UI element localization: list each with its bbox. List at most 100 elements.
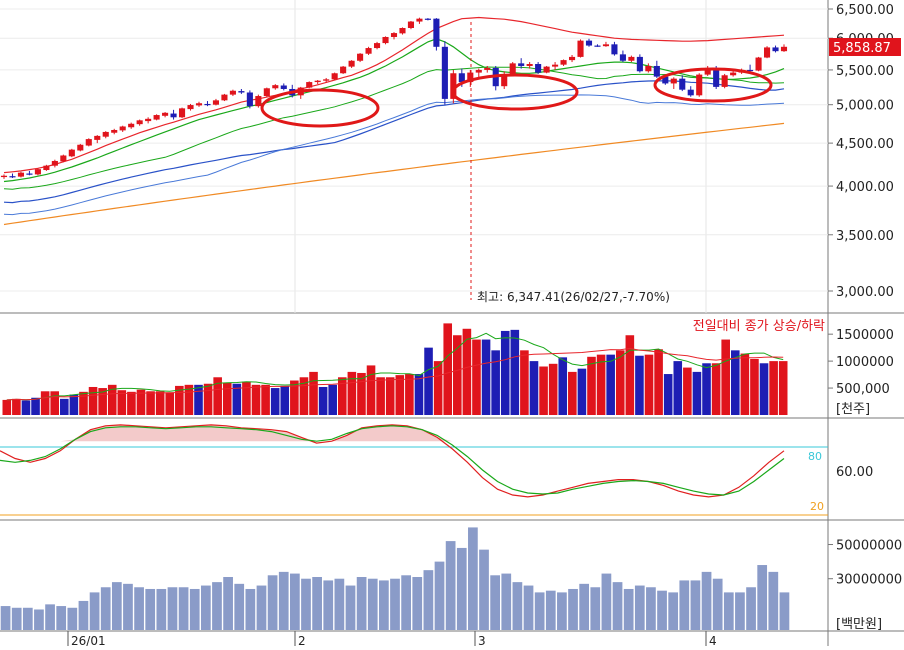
volume-bar: [31, 397, 40, 415]
amount-bar: [412, 577, 423, 630]
volume-bar: [644, 354, 654, 415]
amount-bar: [34, 609, 44, 630]
candle-body: [568, 56, 576, 61]
candle: [357, 53, 364, 63]
candle-body: [628, 56, 635, 61]
candle-body: [17, 172, 25, 177]
amount-bar: [712, 578, 723, 630]
amount-bar: [612, 582, 623, 630]
amount-bar: [367, 578, 378, 630]
volume-bar: [548, 363, 558, 415]
volume-bar: [222, 382, 232, 415]
candle-body: [119, 126, 126, 131]
amount-axis-tick: 30000000: [836, 573, 902, 588]
candle: [331, 72, 338, 81]
candle-body: [68, 149, 75, 157]
volume-bar: [146, 391, 155, 415]
candle-body: [331, 73, 338, 80]
volume-bar: [117, 390, 127, 415]
candle-body: [26, 173, 33, 175]
candle: [187, 103, 194, 111]
amount-bar: [557, 592, 567, 630]
candle: [68, 148, 75, 158]
volume-bar: [405, 374, 414, 415]
candle: [611, 41, 618, 56]
candle-body: [560, 60, 567, 65]
ma-line-lower-band: [3, 94, 785, 216]
candle-body: [772, 47, 779, 52]
volume-bar: [433, 361, 443, 415]
candle: [136, 119, 143, 126]
date-axis: 26/01 2 3 4: [67, 631, 717, 648]
candle: [619, 50, 626, 63]
candle-body: [535, 64, 542, 73]
date-tick-label: 26/01: [71, 634, 106, 646]
amount-bar: [89, 592, 100, 630]
volume-bar: [529, 361, 539, 415]
amount-bar: [590, 587, 601, 630]
price-axis-tick: 5,500.00: [836, 64, 894, 79]
candle-body: [170, 113, 177, 118]
volume-ma-long: [6, 347, 784, 401]
candle: [170, 109, 177, 120]
amount-bar: [289, 573, 300, 630]
volume-bar: [40, 391, 50, 415]
volume-bar: [606, 354, 615, 415]
candle: [9, 173, 16, 178]
amount-bar: [278, 571, 289, 630]
candle: [102, 131, 109, 139]
amount-bar: [100, 587, 111, 630]
candle-body: [670, 78, 677, 84]
volume-bar: [481, 339, 491, 415]
candle: [399, 27, 406, 35]
candle: [696, 73, 703, 97]
candle: [416, 17, 423, 24]
volume-bar: [60, 398, 69, 415]
candle: [653, 60, 660, 78]
candle: [518, 58, 525, 69]
highlight-ellipses: [260, 67, 773, 128]
volume-bar: [290, 380, 299, 415]
candle: [246, 90, 253, 109]
volume-bar: [587, 356, 596, 415]
amount-bar: [178, 587, 189, 630]
volume-bar: [558, 357, 568, 415]
amount-bar: [468, 527, 478, 630]
candle-body: [162, 112, 169, 116]
candle-body: [704, 67, 711, 75]
candle-body: [730, 72, 737, 76]
stochastic-lower-level: 20: [810, 500, 824, 513]
candle-body: [357, 53, 364, 61]
volume-bar: [337, 377, 347, 415]
volume-bar: [472, 339, 481, 415]
volume-bar: [79, 391, 88, 415]
volume-bar: [366, 365, 376, 415]
amount-bar: [679, 580, 690, 630]
candle: [382, 36, 389, 45]
volume-bar: [539, 366, 548, 415]
amount-bar: [256, 585, 267, 630]
candle: [221, 93, 228, 102]
amount-unit: [백만원]: [836, 617, 882, 632]
volume-bar: [2, 399, 12, 415]
candle-body: [153, 115, 160, 120]
volume-bar: [261, 384, 270, 415]
candle: [526, 62, 533, 69]
amount-bar: [746, 587, 756, 630]
candle-body: [102, 131, 109, 137]
amount-bar: [534, 592, 545, 630]
candle: [407, 20, 415, 30]
candle: [43, 164, 50, 171]
volume-bar: [213, 377, 222, 415]
volume-bar: [232, 383, 242, 415]
amount-bar: [601, 573, 612, 630]
amount-bar: [111, 582, 122, 630]
volume-bars: [2, 323, 788, 415]
candle-body: [382, 36, 389, 44]
candle: [585, 38, 593, 47]
candle-body: [424, 18, 431, 20]
candle-body: [136, 120, 143, 125]
price-axis-tick: 3,500.00: [836, 229, 894, 244]
candle-body: [407, 21, 415, 29]
